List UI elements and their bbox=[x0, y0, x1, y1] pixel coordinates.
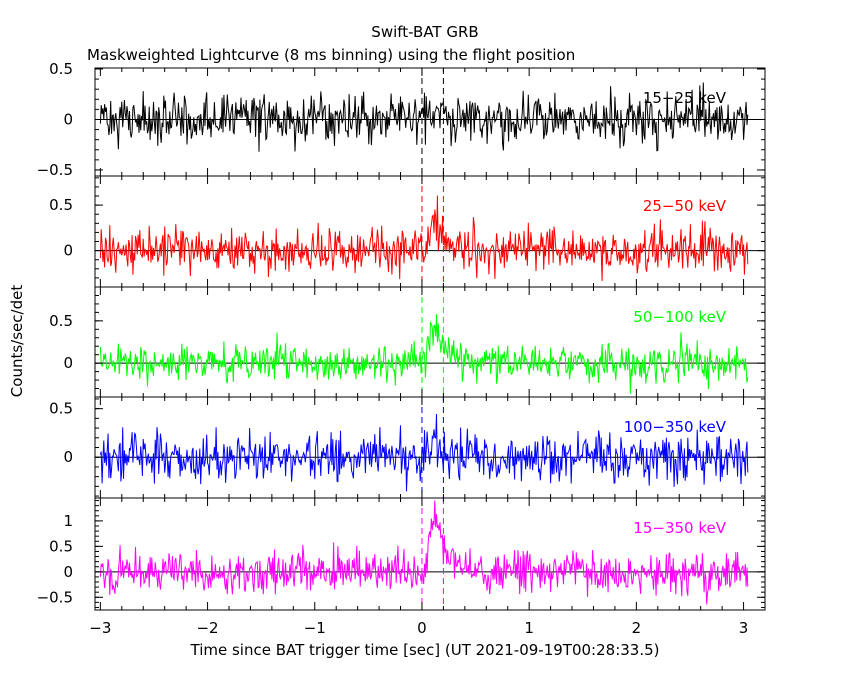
y-tick-label: 0.5 bbox=[49, 400, 73, 418]
panel-4: 0 0.5 100−350 keV bbox=[49, 396, 766, 499]
series-line bbox=[99, 314, 749, 394]
x-tick-label: 2 bbox=[632, 619, 642, 637]
y-tick-label: 0 bbox=[63, 563, 73, 581]
y-tick-label: 0 bbox=[63, 354, 73, 372]
x-tick-label: 1 bbox=[524, 619, 534, 637]
y-tick-label: −0.5 bbox=[37, 588, 73, 606]
series-line bbox=[99, 413, 749, 492]
y-tick-label: −0.5 bbox=[37, 161, 73, 179]
panel-3: 0 0.5 50−100 keV bbox=[49, 286, 766, 398]
y-tick-label: 1 bbox=[63, 512, 73, 530]
x-axis-label: Time since BAT trigger time [sec] (UT 20… bbox=[190, 641, 660, 659]
x-tick-label: −1 bbox=[304, 619, 326, 637]
y-tick-label: 0.5 bbox=[49, 60, 73, 78]
y-tick-label: 0.5 bbox=[49, 196, 73, 214]
panel-frame bbox=[94, 497, 766, 611]
y-tick-label: 0 bbox=[63, 242, 73, 260]
panel-5: −0.5 0 0.5 1 15−350 keV bbox=[37, 497, 766, 611]
x-tick-label: −3 bbox=[89, 619, 111, 637]
x-tick-label: 0 bbox=[417, 619, 427, 637]
y-tick-label: 0.5 bbox=[49, 537, 73, 555]
chart-title: Swift-BAT GRB bbox=[371, 23, 478, 41]
panels-group: −0.5 0 0.5 15−25 keV 0 0.5 25−50 keV 0 0.5 50−100… bbox=[37, 60, 766, 611]
y-tick-label: 0 bbox=[63, 448, 73, 466]
band-label: 50−100 keV bbox=[633, 308, 726, 326]
panel-2: 0 0.5 25−50 keV bbox=[49, 175, 766, 288]
panel-frame bbox=[94, 67, 766, 177]
x-tick-label: 3 bbox=[739, 619, 749, 637]
y-tick-label: 0 bbox=[63, 110, 73, 128]
panel-1: −0.5 0 0.5 15−25 keV bbox=[37, 60, 766, 179]
y-tick-label: 0.5 bbox=[49, 312, 73, 330]
chart-subtitle: Maskweighted Lightcurve (8 ms binning) u… bbox=[87, 46, 575, 64]
band-label: 100−350 keV bbox=[624, 418, 727, 436]
band-label: 25−50 keV bbox=[643, 197, 727, 215]
x-tick-label: −2 bbox=[196, 619, 218, 637]
band-label: 15−25 keV bbox=[643, 89, 727, 107]
series-line bbox=[99, 195, 749, 282]
series-line bbox=[99, 500, 749, 605]
x-axis: −3 −2 −1 0 1 2 3 bbox=[89, 619, 748, 637]
series-line bbox=[99, 82, 749, 152]
band-label: 15−350 keV bbox=[633, 519, 726, 537]
y-axis-label: Counts/sec/det bbox=[8, 285, 26, 398]
